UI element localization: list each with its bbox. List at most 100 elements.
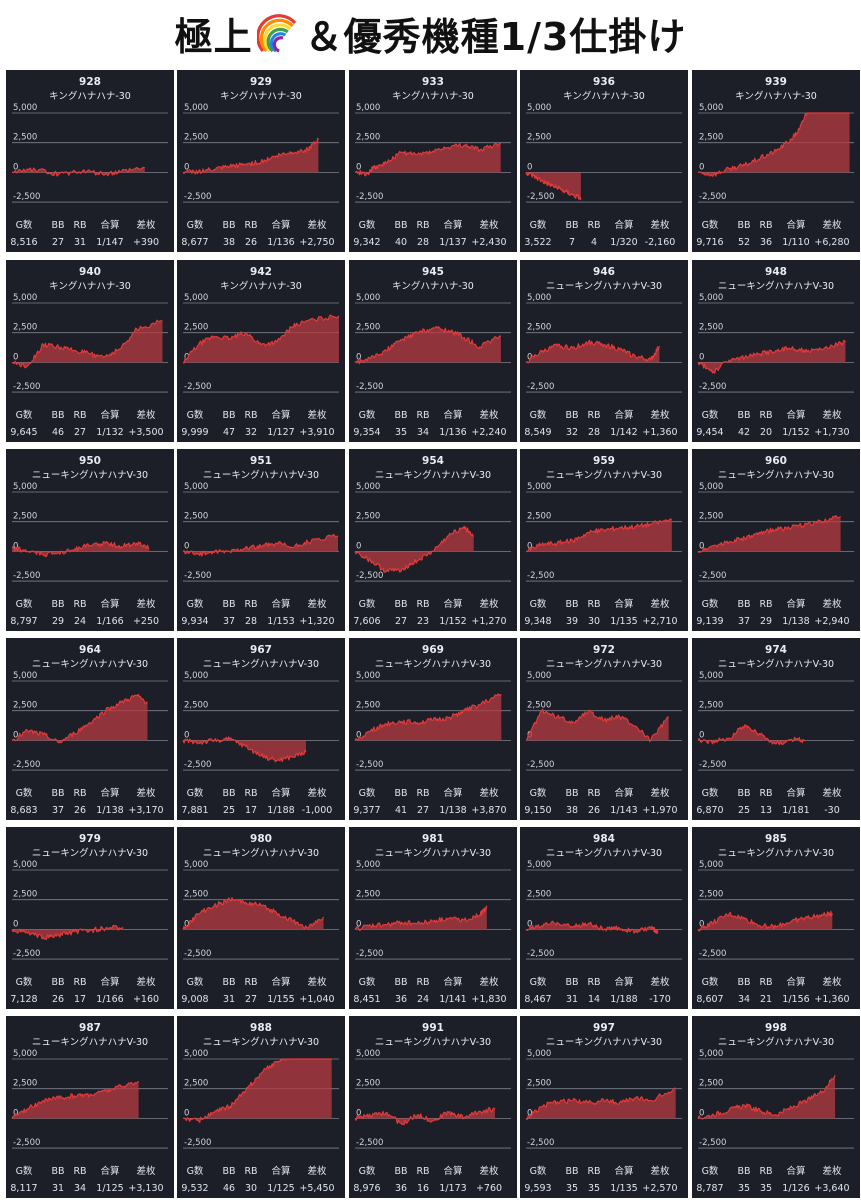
chart-svg: 987 ニューキングハナハナV-305,000 2,500 0 -2,500 G数 8,11…: [10, 1022, 168, 1194]
model-name: ニューキングハナハナV-30: [32, 658, 148, 670]
stat-header: 合算: [271, 598, 290, 610]
stat-value-g: 8,607: [696, 994, 723, 1005]
stat-header: BB: [565, 977, 578, 988]
stat-value-bb: 34: [738, 994, 750, 1005]
stat-value-bb: 40: [395, 237, 407, 248]
stat-value-diff: +2,430: [471, 237, 506, 248]
y-tick-label: 0: [527, 352, 532, 362]
series-line: [697, 1074, 836, 1120]
y-tick-label: 2,500: [13, 133, 37, 143]
y-tick-label: 0: [699, 919, 704, 929]
machine-number: 933: [422, 76, 444, 88]
stat-value-diff: +2,940: [814, 616, 849, 627]
stat-header: RB: [416, 220, 429, 231]
stat-header: 合算: [100, 219, 119, 231]
model-name: ニューキングハナハナV-30: [32, 469, 148, 481]
y-tick-label: -2,500: [13, 571, 40, 581]
stat-value-diff: +6,280: [814, 237, 849, 248]
stat-header: BB: [222, 977, 235, 988]
stat-value-rb: 28: [588, 427, 600, 438]
y-tick-label: 5,000: [184, 482, 208, 492]
y-tick-label: -2,500: [527, 571, 554, 581]
stat-value-bb: 31: [223, 994, 235, 1005]
machine-number: 974: [765, 644, 787, 656]
y-tick-label: -2,500: [356, 192, 383, 202]
stat-value-rb: 17: [245, 805, 257, 816]
series-line: [182, 1058, 332, 1123]
stat-header: G数: [530, 1165, 547, 1177]
stat-header: BB: [737, 599, 750, 610]
stat-header: 合算: [614, 787, 633, 799]
y-tick-label: 2,500: [699, 890, 723, 900]
y-tick-label: 5,000: [184, 860, 208, 870]
y-tick-label: -2,500: [13, 1138, 40, 1148]
chart-svg: 998 ニューキングハナハナV-305,000 2,500 0 -2,500 G数 8,78…: [696, 1022, 854, 1194]
chart-svg: 951 ニューキングハナハナV-305,000 2,500 0 -2,500 G数 9,93…: [181, 455, 339, 627]
stat-header: RB: [587, 977, 600, 988]
stat-header: BB: [565, 1166, 578, 1177]
y-tick-label: 0: [13, 919, 18, 929]
stat-value-diff: +1,320: [299, 616, 334, 627]
stat-value-diff: +2,710: [642, 616, 677, 627]
stat-value-rb: 35: [760, 1183, 772, 1194]
stat-header: BB: [51, 977, 64, 988]
chart-svg: 954 ニューキングハナハナV-305,000 2,500 0 -2,500 G数 7,60…: [353, 455, 511, 627]
stat-value-combined: 1/125: [96, 1183, 123, 1194]
y-tick-label: 2,500: [184, 133, 208, 143]
y-tick-label: 5,000: [527, 482, 551, 492]
series-line: [11, 319, 163, 369]
stat-value-combined: 1/136: [267, 237, 294, 248]
chart-panel-939: 939 キングハナハナ-30 5,000 2,500 0 -2,500 G数 9,716 BB 5…: [692, 70, 860, 252]
stat-header: G数: [16, 219, 33, 231]
y-tick-label: -2,500: [13, 949, 40, 959]
stat-header: BB: [222, 1166, 235, 1177]
y-tick-label: 0: [356, 1108, 361, 1118]
series-line: [182, 897, 325, 930]
stat-header: 合算: [443, 976, 462, 988]
series-line: [525, 920, 659, 934]
chart-panel-981: 981 ニューキングハナハナV-30 5,000 2,500 0 -2,500 G数 8,45…: [349, 827, 517, 1009]
stat-header: 差枚: [650, 409, 670, 421]
chart-panel-948: 948 ニューキングハナハナV-30 5,000 2,500 0 -2,500 G数 9,45…: [692, 260, 860, 442]
chart-panel-967: 967 ニューキングハナハナV-30 5,000 2,500 0 -2,500 G数 7,88…: [177, 638, 345, 820]
title-bar: 極上 ＆優秀機種1/3仕掛け: [0, 0, 861, 66]
series-area: [698, 340, 846, 374]
chart-svg: 950 ニューキングハナハナV-305,000 2,500 0 -2,500 G数 8,79…: [10, 455, 168, 627]
stat-value-combined: 1/152: [782, 427, 809, 438]
stat-value-combined: 1/153: [267, 616, 294, 627]
stat-header: G数: [16, 598, 33, 610]
stat-value-diff: +1,970: [642, 805, 677, 816]
series-area: [12, 925, 124, 940]
chart-panel-954: 954 ニューキングハナハナV-30 5,000 2,500 0 -2,500 G数 7,60…: [349, 449, 517, 631]
stat-header: G数: [187, 787, 204, 799]
stat-value-diff: +390: [133, 237, 159, 248]
model-name: ニューキングハナハナV-30: [718, 469, 834, 481]
stat-value-combined: 1/152: [439, 616, 466, 627]
stat-value-combined: 1/188: [610, 994, 637, 1005]
y-tick-label: 2,500: [184, 1079, 208, 1089]
y-tick-label: 5,000: [699, 671, 723, 681]
stat-value-g: 9,008: [181, 994, 208, 1005]
stat-header: BB: [565, 220, 578, 231]
series-line: [697, 112, 850, 177]
y-tick-label: -2,500: [184, 571, 211, 581]
y-tick-label: 5,000: [184, 671, 208, 681]
stat-value-diff: +2,570: [642, 1183, 677, 1194]
chart-svg: 933 キングハナハナ-30 5,000 2,500 0 -2,500 G数 9,342 BB 4…: [353, 76, 511, 248]
model-name: キングハナハナ-30: [49, 280, 131, 292]
y-tick-label: 2,500: [184, 512, 208, 522]
series-line: [11, 166, 145, 177]
stat-header: 差枚: [822, 598, 842, 610]
stat-header: RB: [759, 410, 772, 421]
y-tick-label: 0: [13, 162, 18, 172]
model-name: ニューキングハナハナV-30: [375, 469, 491, 481]
stat-value-combined: 1/173: [439, 1183, 466, 1194]
stat-header: 差枚: [479, 1165, 499, 1177]
y-tick-label: -2,500: [184, 949, 211, 959]
series-line: [525, 339, 660, 364]
stat-value-rb: 17: [74, 994, 86, 1005]
chart-svg: 942 キングハナハナ-30 5,000 2,500 0 -2,500 G数 9,999 BB 4…: [181, 266, 340, 438]
y-tick-label: 5,000: [527, 293, 551, 303]
stat-header: G数: [702, 976, 719, 988]
stat-value-rb: 16: [417, 1183, 429, 1194]
